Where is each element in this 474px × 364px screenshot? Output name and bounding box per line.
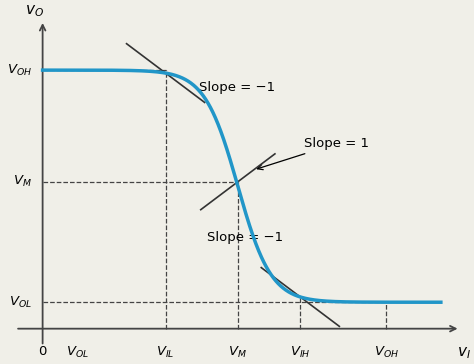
Text: $v_O$: $v_O$ [25,3,44,19]
Text: $V_{OL}$: $V_{OL}$ [9,295,32,310]
Text: $V_{OH}$: $V_{OH}$ [374,345,399,360]
Text: $V_{OL}$: $V_{OL}$ [66,345,89,360]
Text: $V_{IL}$: $V_{IL}$ [156,345,175,360]
Text: Slope = 1: Slope = 1 [257,137,369,170]
Text: $V_{IH}$: $V_{IH}$ [290,345,310,360]
Text: Slope = −1: Slope = −1 [199,81,275,94]
Text: Slope = −1: Slope = −1 [207,231,283,244]
Text: $V_M$: $V_M$ [13,174,32,189]
Text: $V_M$: $V_M$ [228,345,247,360]
Text: 0: 0 [38,345,47,358]
Text: $V_{OH}$: $V_{OH}$ [7,63,32,78]
Text: $v_I$: $v_I$ [457,345,471,360]
